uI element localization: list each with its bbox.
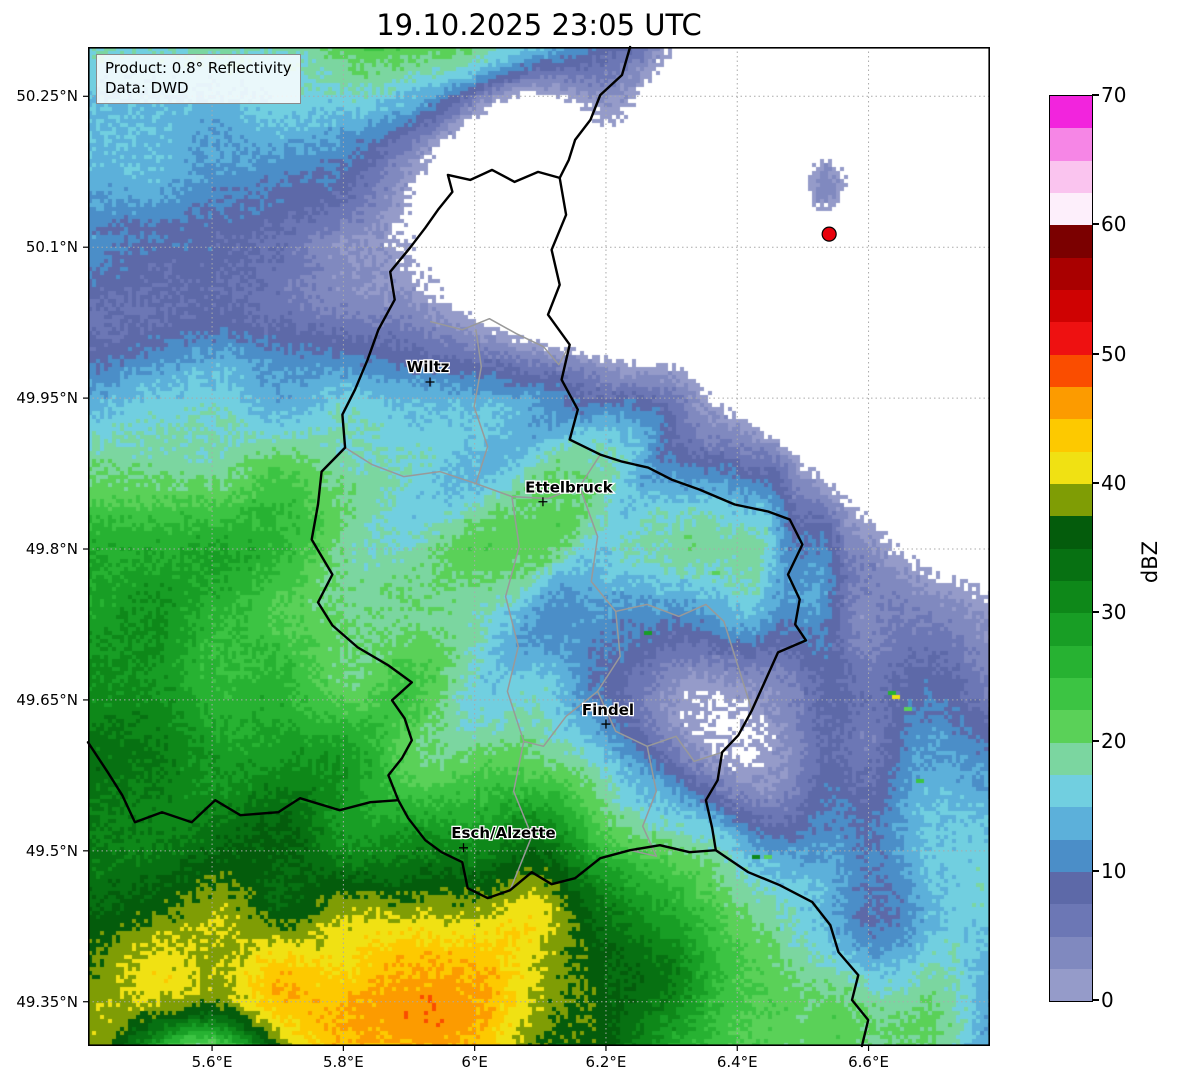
admin-border [504,495,533,891]
admin-border [629,745,658,857]
y-tick-label: 49.65°N [16,690,78,709]
city-label-esch-alzette: Esch/Alzette [451,824,555,842]
colorbar-segment [1050,968,1092,1002]
country-border [714,849,870,1048]
country-border [86,741,400,824]
colorbar-segment [1050,613,1092,646]
colorbar-segment [1050,742,1092,775]
product-info-line: Product: 0.8° Reflectivity [105,59,292,77]
colorbar-segment [1050,354,1092,387]
y-tick-label: 49.95°N [16,389,78,408]
map-frame [88,47,991,1047]
colorbar-tick-mark [1092,740,1099,743]
admin-border [596,610,723,763]
colorbar-segment [1050,322,1092,355]
colorbar-segment [1050,871,1092,905]
x-tick-label: 5.6°E [191,1053,233,1071]
colorbar-segment [1050,936,1092,969]
y-tick-label: 49.35°N [16,992,78,1011]
colorbar-tick-label: 40 [1101,470,1127,495]
colorbar-tick-label: 60 [1101,212,1127,237]
colorbar-tick-mark [1092,223,1099,226]
colorbar-tick-mark [1092,481,1099,484]
colorbar-axis-label: dBZ [1138,540,1162,584]
product-info-box: Product: 0.8° Reflectivity Data: DWD [96,54,301,104]
colorbar-segment [1050,160,1092,193]
colorbar-segment [1050,128,1092,161]
country-border [558,45,632,180]
x-tick-label: 6.6°E [848,1053,889,1071]
city-marker-ettelbruck [538,497,548,507]
colorbar-tick-mark [1092,999,1099,1001]
x-tick-label: 5.8°E [322,1053,364,1071]
colorbar-segment [1050,774,1092,808]
colorbar-tick-label: 20 [1101,729,1127,754]
admin-border [430,317,571,366]
colorbar-segment [1050,289,1092,323]
map-overlay: Wiltz Ettelbruck Findel Esch/Alzette [83,45,991,1051]
data-source-line: Data: DWD [105,79,189,98]
colorbar-tick-label: 30 [1101,600,1127,625]
colorbar-segment [1050,839,1092,872]
colorbar-segment [1050,645,1092,678]
admin-border [522,690,599,748]
colorbar-tick-mark [1092,94,1099,96]
city-marker-findel [601,719,611,729]
city-label-wiltz: Wiltz [407,358,450,376]
colorbar-tick-label: 10 [1101,858,1127,883]
colorbar-segment [1050,548,1092,581]
radar-echoes-layer [88,47,990,1046]
x-tick-label: 6.4°E [716,1053,758,1071]
y-tick-label: 50.25°N [16,87,78,106]
colorbar-tick-mark [1092,869,1099,872]
y-tick-label: 49.5°N [25,841,78,860]
colorbar-segment [1050,807,1092,840]
colorbar-segment [1050,580,1092,614]
colorbar-segment [1050,904,1092,937]
colorbar-tick-mark [1092,611,1099,614]
admin-border [578,485,753,712]
colorbar-segment [1050,386,1092,420]
y-tick-label: 49.8°N [25,540,78,558]
colorbar-segment [1050,451,1092,484]
colorbar-segment [1050,677,1092,711]
radar-map: Wiltz Ettelbruck Findel Esch/Alzette Produc… [83,45,991,1051]
plot-title: 19.10.2025 23:05 UTC [376,8,702,42]
colorbar-tick-label: 0 [1101,988,1114,1012]
radar-site-marker [821,226,837,242]
admin-border [473,328,489,485]
colorbar-segment [1050,516,1092,549]
country-border [310,168,808,900]
city-label-findel: Findel [582,701,634,719]
colorbar-segment [1050,419,1092,452]
colorbar-segment [1050,710,1092,743]
colorbar-segment [1050,192,1092,226]
colorbar-segment [1050,257,1092,290]
city-label-ettelbruck: Ettelbruck [525,479,614,497]
y-tick-label: 50.1°N [25,238,78,257]
colorbar [1049,95,1093,1002]
colorbar-segment [1050,96,1092,129]
city-marker-esch-alzette [459,843,469,853]
colorbar-tick-mark [1092,352,1099,355]
colorbar-segment [1050,483,1092,517]
colorbar-segment [1050,225,1092,258]
colorbar-tick-label: 50 [1101,341,1127,366]
city-marker-wiltz [425,377,435,387]
colorbar-tick-label: 70 [1101,83,1127,107]
x-tick-label: 6°E [461,1053,488,1071]
x-tick-label: 6.2°E [585,1053,627,1071]
